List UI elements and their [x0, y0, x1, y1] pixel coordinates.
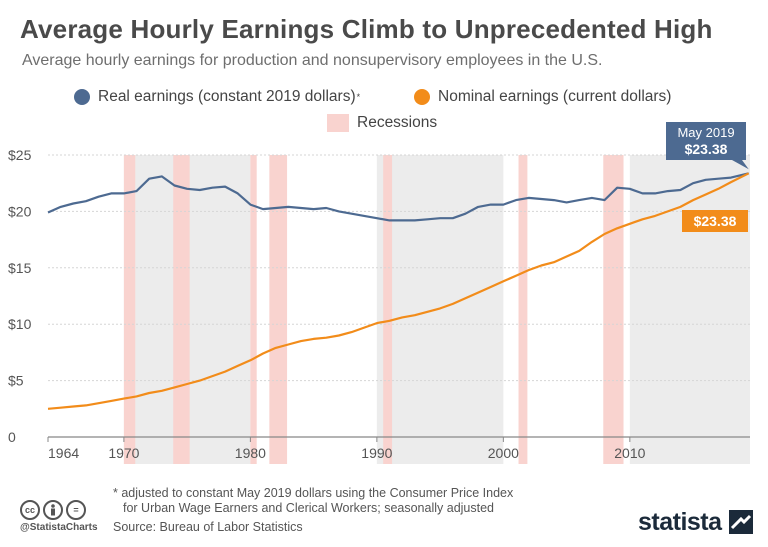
legend-swatch-nominal [414, 89, 430, 105]
y-tick-label: $10 [8, 316, 32, 332]
legend-item-real: Real earnings (constant 2019 dollars) * [74, 88, 360, 106]
chart-title: Average Hourly Earnings Climb to Unprece… [20, 14, 713, 44]
recession-bar [123, 155, 136, 464]
x-tick-label: 1980 [235, 445, 266, 461]
legend-footnote-marker: * [356, 92, 361, 102]
real-callout-pointer [732, 160, 749, 170]
statista-logo[interactable]: statista [638, 508, 722, 536]
social-handle[interactable]: @StatistaCharts [20, 522, 98, 533]
legend-label-recessions: Recessions [357, 114, 438, 131]
recession-bar [518, 155, 528, 464]
x-tick-label: 1964 [48, 445, 79, 461]
y-axis: 0 $5 $10 $15 $20 $25 [8, 147, 32, 445]
legend-item-recessions: Recessions [327, 114, 437, 132]
x-tick-label: 1990 [361, 445, 392, 461]
nominal-earnings-line [47, 172, 750, 410]
recession-bar [250, 155, 257, 464]
real-callout-date: May 2019 [677, 125, 734, 140]
value-callouts: May 2019$23.38$23.38 [666, 122, 749, 232]
y-tick-label: $20 [8, 203, 32, 219]
no-derivatives-icon: = [66, 500, 86, 520]
recession-bar [269, 155, 288, 464]
statista-logo-icon [729, 510, 753, 534]
footnote-line-2: for Urban Wage Earners and Clerical Work… [123, 501, 495, 515]
y-tick-label: $5 [8, 373, 24, 389]
x-tick-label: 2000 [488, 445, 519, 461]
real-earnings-line [47, 172, 749, 222]
real-callout-value: $23.38 [685, 141, 728, 157]
footnote: * adjusted to constant May 2019 dollars … [113, 486, 513, 516]
series-lines [47, 172, 750, 410]
x-tick-label: 1970 [108, 445, 139, 461]
x-axis: 1964 1970 1980 1990 2000 2010 [47, 437, 646, 461]
attribution-icon [43, 500, 63, 520]
chart-subtitle: Average hourly earnings for production a… [22, 52, 603, 69]
footnote-line-1: * adjusted to constant May 2019 dollars … [113, 486, 514, 500]
license-icons[interactable]: cc = [20, 500, 86, 520]
recession-shading [123, 155, 624, 464]
legend-label-nominal: Nominal earnings (current dollars) [438, 88, 672, 105]
legend-swatch-real [74, 89, 90, 105]
y-tick-label: $15 [8, 260, 32, 276]
y-tick-label: 0 [8, 429, 16, 445]
y-tick-label: $25 [8, 147, 32, 163]
legend-item-nominal: Nominal earnings (current dollars) [414, 88, 671, 106]
recession-bar [383, 155, 393, 464]
recession-bar [173, 155, 190, 464]
x-tick-label: 2010 [614, 445, 645, 461]
decade-band [629, 155, 750, 464]
source-note: Source: Bureau of Labor Statistics [113, 520, 303, 534]
real-callout-box [666, 122, 746, 160]
legend-label-real: Real earnings (constant 2019 dollars) [98, 88, 356, 105]
nominal-callout-box [682, 210, 748, 232]
cc-icon: cc [20, 500, 40, 520]
recession-bar [603, 155, 624, 464]
nominal-callout-value: $23.38 [694, 213, 737, 229]
gridlines [48, 154, 750, 438]
legend-swatch-recessions [327, 114, 349, 132]
